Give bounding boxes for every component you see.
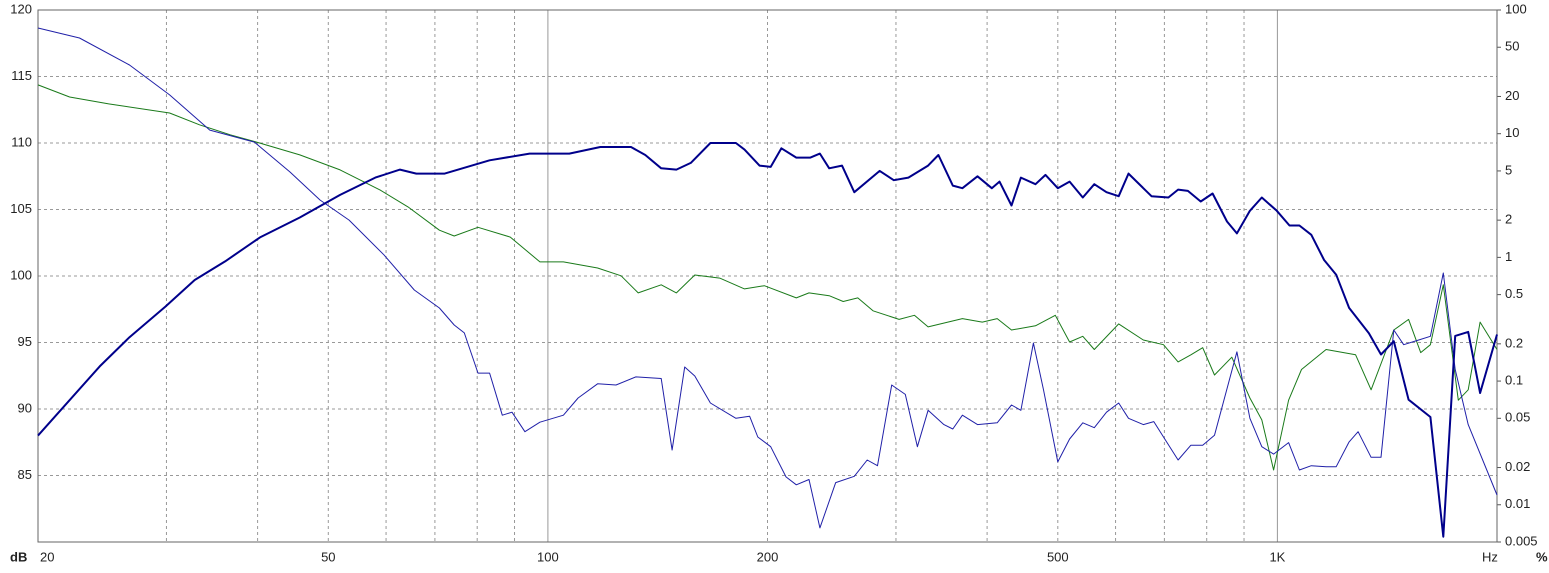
y2-tick-label: 5	[1505, 162, 1512, 177]
x-tick-label: 100	[537, 549, 559, 564]
data-line	[37, 142, 1498, 538]
y-tick-label: 120	[10, 1, 32, 16]
x-tick-label: 500	[1047, 549, 1069, 564]
y-tick-label: 90	[18, 400, 32, 415]
y2-tick-label: 0.01	[1505, 496, 1530, 511]
y-tick-label: 100	[10, 267, 32, 282]
x-axis-label: Hz	[1482, 549, 1498, 564]
y2-tick-label: 0.1	[1505, 373, 1523, 388]
data-line	[37, 84, 1498, 471]
x-tick-label: 20	[40, 549, 54, 564]
y2-tick-label: 10	[1505, 125, 1519, 140]
y-tick-label: 85	[18, 467, 32, 482]
y2-tick-label: 2	[1505, 212, 1512, 227]
y2-axis-label: %	[1536, 549, 1548, 564]
y2-tick-label: 0.2	[1505, 335, 1523, 350]
y-axis-label: dB	[10, 549, 27, 564]
y-tick-label: 115	[11, 68, 32, 83]
y-tick-label: 110	[11, 134, 32, 149]
y2-tick-label: 1	[1505, 249, 1512, 264]
y2-tick-label: 0.5	[1505, 286, 1523, 301]
x-tick-label: 50	[321, 549, 335, 564]
x-tick-label: 200	[757, 549, 779, 564]
data-line	[37, 27, 1498, 529]
y-tick-label: 95	[18, 334, 32, 349]
x-tick-label: 1K	[1269, 549, 1285, 564]
y2-tick-label: 50	[1505, 39, 1519, 54]
plot-frame	[37, 9, 1498, 543]
y2-tick-label: 20	[1505, 88, 1519, 103]
y2-tick-label: 100	[1505, 1, 1527, 16]
y-tick-label: 105	[10, 201, 32, 216]
y2-tick-label: 0.02	[1505, 459, 1530, 474]
y2-tick-label: 0.005	[1505, 533, 1538, 548]
y2-tick-label: 0.05	[1505, 410, 1530, 425]
